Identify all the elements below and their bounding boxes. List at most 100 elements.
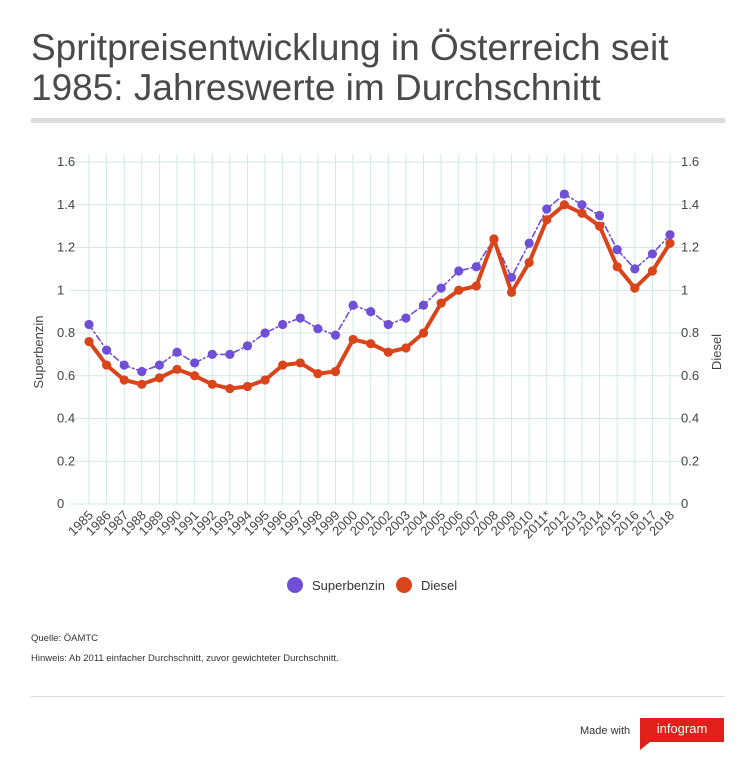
data-point-diesel — [278, 360, 288, 370]
data-point-diesel — [577, 208, 587, 218]
data-point-diesel — [330, 366, 341, 377]
y-tick-label-right: 1 — [681, 282, 688, 297]
data-point-superbenzin — [542, 204, 552, 214]
data-point-superbenzin — [242, 341, 253, 351]
data-point-diesel — [506, 287, 517, 297]
logo-notch — [640, 742, 650, 750]
data-point-diesel — [172, 364, 182, 374]
legend: Superbenzin Diesel — [0, 577, 755, 597]
data-point-diesel — [295, 358, 305, 368]
hint-note: Hinweis: Ab 2011 einfacher Durchschnitt,… — [31, 653, 339, 664]
data-point-diesel — [84, 336, 94, 347]
data-point-superbenzin — [348, 300, 358, 310]
y-tick-label-right: 0.6 — [681, 368, 699, 383]
logo-text: infogram — [656, 721, 708, 736]
data-point-superbenzin — [207, 349, 217, 359]
data-point-diesel — [207, 379, 217, 389]
y-tick-label-right: 1.2 — [681, 240, 699, 255]
data-point-diesel — [594, 221, 605, 231]
data-point-diesel — [242, 381, 253, 392]
y-tick-label-left: 1 — [57, 282, 64, 297]
y-tick-label-left: 0.4 — [57, 411, 75, 426]
data-point-diesel — [436, 298, 446, 308]
data-point-superbenzin — [612, 245, 622, 255]
source-note: Quelle: ÖAMTC — [31, 633, 99, 644]
y-tick-label-left: 1.2 — [57, 240, 75, 255]
data-point-diesel — [489, 234, 499, 244]
logo-background — [640, 718, 724, 742]
y-tick-label-left: 0.2 — [57, 453, 75, 468]
data-point-diesel — [647, 266, 657, 276]
data-point-superbenzin — [506, 272, 517, 283]
y-tick-label-left: 1.6 — [57, 154, 75, 169]
legend-dot-superbenzin — [287, 577, 303, 593]
y-tick-label-right: 0.4 — [681, 411, 699, 426]
legend-item-superbenzin[interactable]: Superbenzin — [287, 577, 385, 593]
y-axis-label-left: Superbenzin — [31, 316, 46, 389]
y-axis-label-right: Diesel — [709, 334, 724, 370]
data-point-diesel — [665, 238, 675, 248]
data-point-diesel — [313, 369, 323, 379]
series-line-superbenzin — [88, 193, 671, 373]
data-point-superbenzin — [260, 328, 270, 338]
data-point-superbenzin — [313, 324, 323, 334]
data-point-superbenzin — [366, 307, 376, 317]
data-point-diesel — [418, 328, 429, 338]
y-tick-label-right: 1.4 — [681, 197, 699, 212]
y-tick-label-right: 0.2 — [681, 453, 699, 468]
data-point-diesel — [154, 373, 165, 383]
y-tick-label-left: 1.4 — [57, 197, 75, 212]
data-point-superbenzin — [471, 262, 481, 272]
data-point-diesel — [471, 281, 481, 291]
data-point-diesel — [348, 334, 358, 345]
data-point-superbenzin — [630, 264, 640, 274]
data-point-diesel — [542, 215, 552, 225]
data-point-superbenzin — [594, 210, 605, 221]
data-point-superbenzin — [119, 360, 129, 370]
data-point-diesel — [366, 339, 376, 349]
data-point-diesel — [383, 347, 393, 357]
data-point-superbenzin — [454, 266, 464, 276]
made-with-text: Made with — [580, 725, 631, 737]
y-tick-label-right: 1.6 — [681, 154, 699, 169]
data-point-superbenzin — [401, 313, 411, 323]
data-point-diesel — [630, 283, 640, 293]
y-tick-label-right: 0.8 — [681, 325, 699, 340]
data-point-superbenzin — [577, 200, 587, 210]
y-tick-label-left: 0.8 — [57, 325, 75, 340]
data-point-diesel — [401, 343, 411, 353]
data-point-superbenzin — [418, 300, 429, 310]
legend-label-diesel: Diesel — [421, 577, 458, 593]
data-point-diesel — [454, 285, 464, 295]
data-point-diesel — [137, 379, 147, 389]
chart-title: Spritpreisentwicklung in Österreich seit… — [31, 27, 669, 108]
data-point-superbenzin — [665, 230, 675, 240]
data-point-diesel — [612, 262, 622, 272]
data-point-superbenzin — [137, 366, 147, 377]
data-point-superbenzin — [190, 358, 200, 368]
data-point-diesel — [559, 200, 569, 210]
legend-item-diesel[interactable]: Diesel — [396, 577, 457, 593]
data-point-superbenzin — [295, 313, 305, 323]
data-point-diesel — [190, 371, 200, 381]
data-point-superbenzin — [172, 347, 182, 357]
data-point-superbenzin — [436, 283, 446, 293]
data-point-superbenzin — [383, 319, 393, 330]
data-point-diesel — [225, 383, 235, 394]
legend-dot-diesel — [396, 577, 412, 593]
y-tick-label-left: 0.6 — [57, 368, 75, 383]
y-tick-label-left: 0 — [57, 496, 64, 511]
data-point-diesel — [260, 375, 270, 385]
data-point-diesel — [102, 360, 112, 370]
data-point-superbenzin — [154, 360, 165, 370]
infogram-logo[interactable]: infogram — [640, 718, 724, 750]
legend-label-superbenzin: Superbenzin — [312, 577, 385, 593]
data-point-superbenzin — [278, 319, 288, 330]
data-point-superbenzin — [647, 249, 657, 259]
series-line-diesel — [87, 202, 672, 391]
data-point-superbenzin — [225, 349, 235, 359]
title-divider — [31, 118, 725, 123]
data-point-superbenzin — [84, 319, 94, 330]
data-point-superbenzin — [524, 238, 534, 248]
data-point-diesel — [119, 375, 129, 385]
